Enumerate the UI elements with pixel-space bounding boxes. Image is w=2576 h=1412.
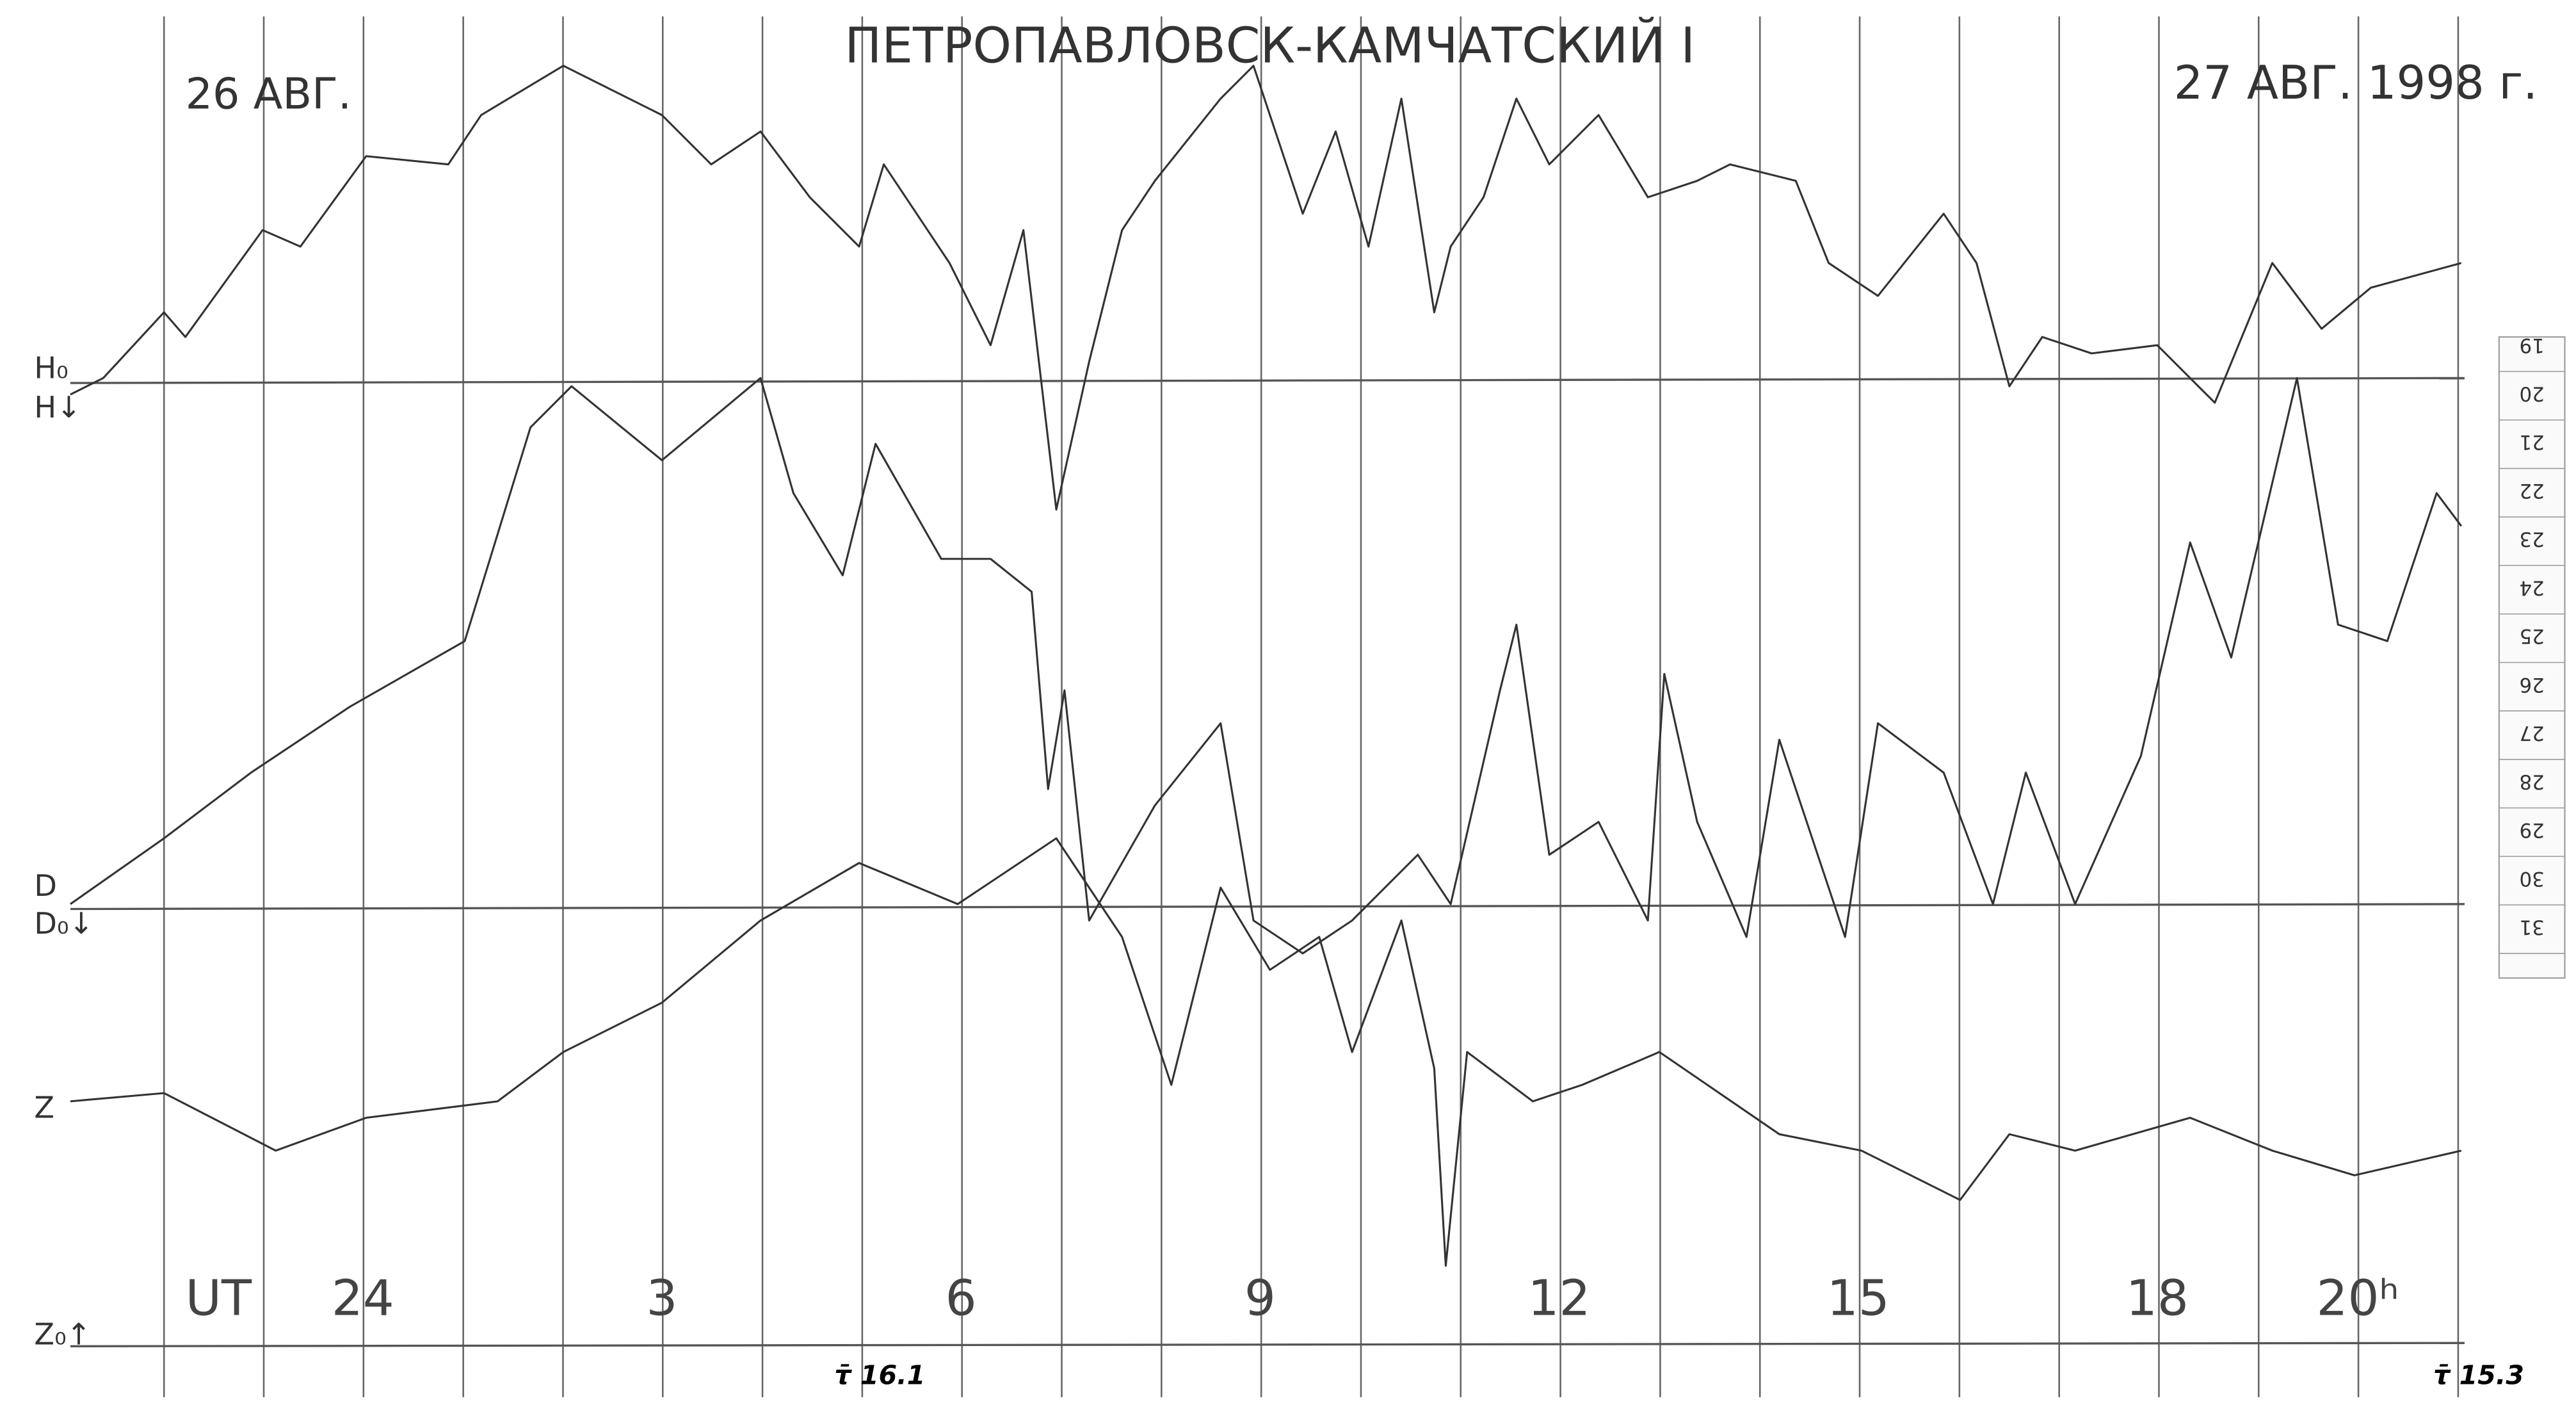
scale-label: 25 (2520, 624, 2545, 647)
h-baseline (70, 377, 2465, 384)
scale-label: 23 (2520, 528, 2545, 551)
time-unit: UT (186, 1270, 252, 1327)
channel-label: H↓ (34, 390, 81, 425)
paper (4, 0, 2572, 1412)
time-label: 9 (1244, 1270, 1276, 1327)
title: ПЕТРОПАВЛОВСК-КАМЧАТСКИЙ I (844, 17, 1695, 75)
time-label: 20ʰ (2317, 1270, 2399, 1327)
scale-label: 30 (2520, 867, 2545, 890)
date-right: 27 АВГ. 1998 г. (2174, 56, 2538, 110)
z-baseline (70, 1342, 2465, 1347)
scale-label: 27 (2520, 722, 2545, 745)
channel-label: Z₀↑ (34, 1317, 91, 1352)
scale-ruler (2498, 336, 2566, 979)
time-label: 15 (1827, 1270, 1890, 1327)
h-trace (70, 65, 2462, 511)
scale-label: 21 (2520, 430, 2545, 453)
tau-note: τ̄ 16.1 (835, 1359, 926, 1390)
scale-label: 20 (2520, 382, 2545, 405)
scale-label: 26 (2520, 673, 2545, 696)
scale-label: 29 (2520, 818, 2545, 841)
d-trace (70, 377, 2463, 955)
time-label: 12 (1528, 1270, 1591, 1327)
d-baseline (70, 903, 2465, 911)
channel-label: D (34, 868, 57, 903)
scale-label: 28 (2520, 770, 2545, 793)
channel-label: H₀ (34, 350, 68, 385)
scale-labels: 19 20 21 22 23 24 25 26 27 28 29 30 31 (2499, 334, 2565, 954)
date-left: 26 АВГ. (186, 69, 351, 118)
hour-lines (163, 16, 2459, 1397)
time-label: 6 (946, 1270, 977, 1327)
time-label: 24 (332, 1270, 394, 1327)
scale-label: 19 (2520, 334, 2545, 357)
z-trace (70, 837, 2462, 1267)
time-label: 3 (646, 1270, 677, 1327)
scale-label: 24 (2520, 576, 2545, 599)
time-labels: 24 3 6 9 12 15 18 20ʰ (332, 1270, 2399, 1327)
scale-label: 22 (2520, 479, 2545, 502)
channel-label: Z (34, 1091, 54, 1125)
channel-label: D₀↓ (34, 906, 93, 941)
time-label: 18 (2126, 1270, 2189, 1327)
scale-label: 31 (2520, 915, 2545, 938)
tau-note: τ̄ 15.3 (2433, 1359, 2524, 1390)
